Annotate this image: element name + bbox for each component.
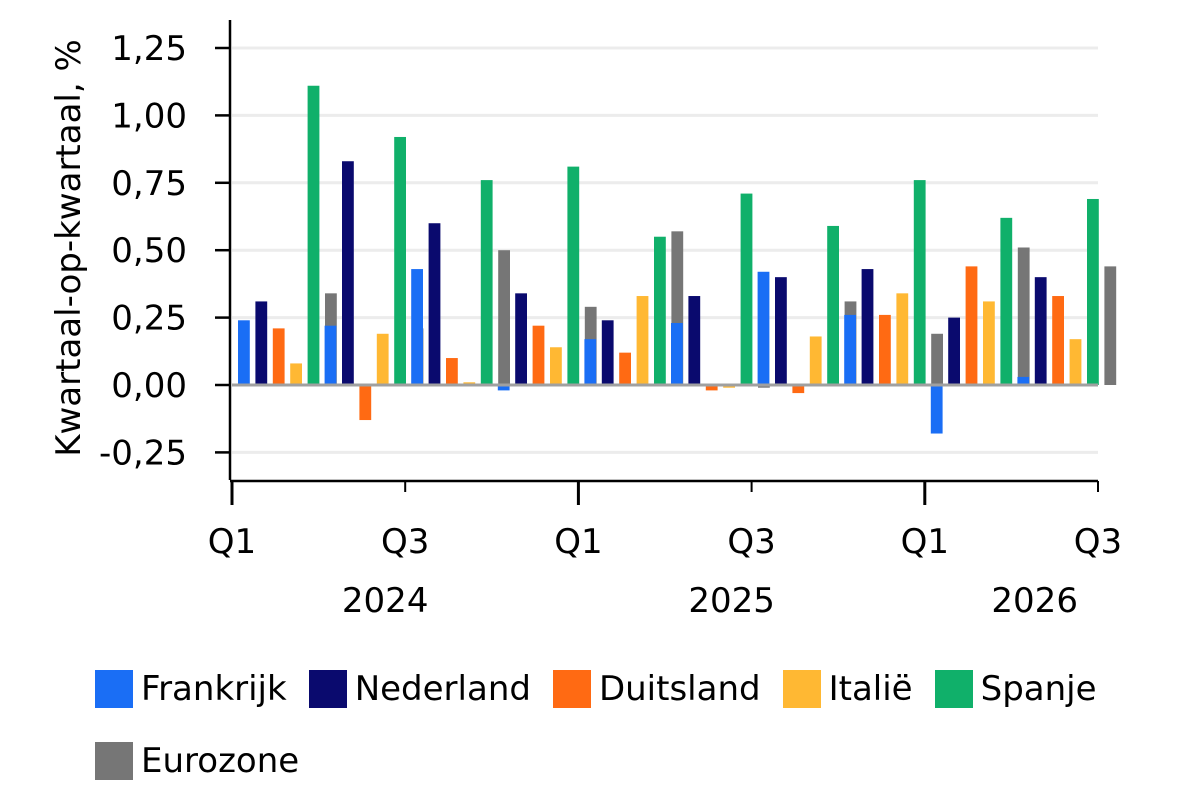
bar-duitsland-2026-q1 <box>965 266 978 385</box>
y-tick-label: 0,25 <box>111 299 187 339</box>
bar-eurozone-2025-q4 <box>931 333 943 385</box>
bar-italië-2024-q1 <box>290 363 302 385</box>
bar-italië-2025-q4 <box>896 293 909 385</box>
y-tick-label: 0,75 <box>111 164 187 204</box>
bar-spanje-2025-q3 <box>827 225 839 385</box>
bar-spanje-2025-q4 <box>913 180 926 385</box>
bar-nederland-2025-q2 <box>688 296 701 385</box>
bar-eurozone-2024-q3 <box>498 250 510 385</box>
legend-item-spanje: Spanje <box>934 664 1097 714</box>
bar-spanje-2024-q2 <box>394 136 406 385</box>
legend-label: Spanje <box>980 669 1097 709</box>
bar-frankrijk-2026-q2 <box>1017 376 1030 385</box>
bar-duitsland-2025-q1 <box>619 352 631 385</box>
y-tick-label: 0,50 <box>111 231 187 271</box>
bar-frankrijk-2026-q1 <box>930 385 943 434</box>
legend-label: Nederland <box>354 669 531 709</box>
legend-swatch <box>782 670 821 708</box>
bar-duitsland-2024-q2 <box>359 385 372 421</box>
bar-spanje-2025-q1 <box>654 236 666 385</box>
legend-item-frankrijk: Frankrijk <box>95 664 287 714</box>
bar-italië-2026-q2 <box>1069 339 1082 385</box>
bar-frankrijk-2024-q2 <box>324 325 337 385</box>
x-tick-label: Q1 <box>208 522 256 562</box>
y-tick-label: 0,00 <box>111 366 187 406</box>
bar-duitsland-2025-q3 <box>792 385 805 394</box>
bar-eurozone-2026-q1 <box>1017 247 1030 385</box>
x-year-label: 2025 <box>688 581 775 621</box>
legend: Frankrijk Nederland Duitsland Italië Spanje E… <box>95 664 1155 786</box>
legend-swatch <box>308 670 347 708</box>
bar-spanje-2025-q2 <box>740 193 753 385</box>
x-tick-label: Q3 <box>381 522 429 562</box>
bar-duitsland-2025-q4 <box>879 314 891 385</box>
x-tick-labels: Q1 Q3 Q1 Q3 Q1 Q3 2024 2025 2026 <box>208 522 1122 621</box>
bar-frankrijk-2024-q3 <box>411 269 423 385</box>
bar-spanje-2026-q1 <box>1000 217 1013 385</box>
bar-italië-2025-q3 <box>809 336 822 385</box>
legend-item-italië: Italië <box>782 664 913 714</box>
bar-frankrijk-2025-q1 <box>584 339 597 385</box>
bar-nederland-2024-q2 <box>342 161 354 385</box>
x-tick-label: Q1 <box>554 522 602 562</box>
legend-label: Duitsland <box>598 669 761 709</box>
y-tick-label: -0,25 <box>99 433 187 473</box>
bar-spanje-2024-q4 <box>567 166 580 385</box>
bar-spanje-2024-q3 <box>480 180 493 385</box>
y-tick-label: 1,25 <box>111 29 187 69</box>
bar-eurozone-2026-q2 <box>1104 266 1117 385</box>
legend-label: Eurozone <box>141 741 300 781</box>
legend-label: Frankrijk <box>141 669 287 709</box>
bar-spanje-2024-q1 <box>307 85 320 385</box>
bar-frankrijk-2025-q4 <box>844 314 856 385</box>
x-tick-label: Q3 <box>1074 522 1122 562</box>
legend-swatch <box>95 670 133 708</box>
bar-nederland-2026-q1 <box>948 317 960 385</box>
axes <box>215 20 1099 505</box>
legend-item-nederland: Nederland <box>308 664 531 714</box>
x-tick-label: Q1 <box>901 522 949 562</box>
bar-italië-2024-q4 <box>550 347 562 385</box>
bar-duitsland-2024-q4 <box>532 325 545 385</box>
bars <box>238 85 1117 434</box>
bar-eurozone-2025-q1 <box>671 231 684 385</box>
bar-duitsland-2025-q2 <box>705 385 718 391</box>
bar-italië-2025-q1 <box>636 296 649 385</box>
y-axis-label: Kwartaal-op-kwartaal, % <box>49 39 89 457</box>
bar-duitsland-2026-q2 <box>1052 296 1064 385</box>
legend-item-duitsland: Duitsland <box>552 664 761 714</box>
bar-italië-2026-q1 <box>983 301 995 385</box>
bar-duitsland-2024-q1 <box>272 328 285 385</box>
bar-spanje-2026-q2 <box>1087 198 1099 385</box>
bar-nederland-2024-q4 <box>515 293 527 385</box>
x-year-label: 2026 <box>991 581 1078 621</box>
bar-nederland-2025-q3 <box>775 277 787 385</box>
bar-nederland-2025-q4 <box>861 269 874 385</box>
legend-swatch <box>95 742 133 780</box>
bar-italië-2024-q2 <box>376 333 389 385</box>
legend-label: Italië <box>828 669 913 709</box>
bar-frankrijk-2024-q1 <box>238 320 250 385</box>
bar-nederland-2026-q2 <box>1034 277 1047 385</box>
bar-nederland-2025-q1 <box>601 320 614 385</box>
x-year-label: 2024 <box>342 581 429 621</box>
bar-nederland-2024-q3 <box>428 223 441 385</box>
bar-frankrijk-2025-q2 <box>671 322 683 385</box>
bar-nederland-2024-q1 <box>255 301 268 385</box>
legend-swatch <box>552 670 591 708</box>
bar-frankrijk-2025-q3 <box>757 271 770 385</box>
x-tick-label: Q3 <box>727 522 775 562</box>
bar-duitsland-2024-q3 <box>446 358 458 385</box>
legend-swatch <box>934 670 973 708</box>
y-tick-labels: -0,25 0,00 0,25 0,50 0,75 1,00 1,25 <box>99 29 187 473</box>
legend-item-eurozone: Eurozone <box>95 736 299 786</box>
bar-frankrijk-2024-q4 <box>497 385 510 391</box>
y-tick-label: 1,00 <box>111 96 187 136</box>
